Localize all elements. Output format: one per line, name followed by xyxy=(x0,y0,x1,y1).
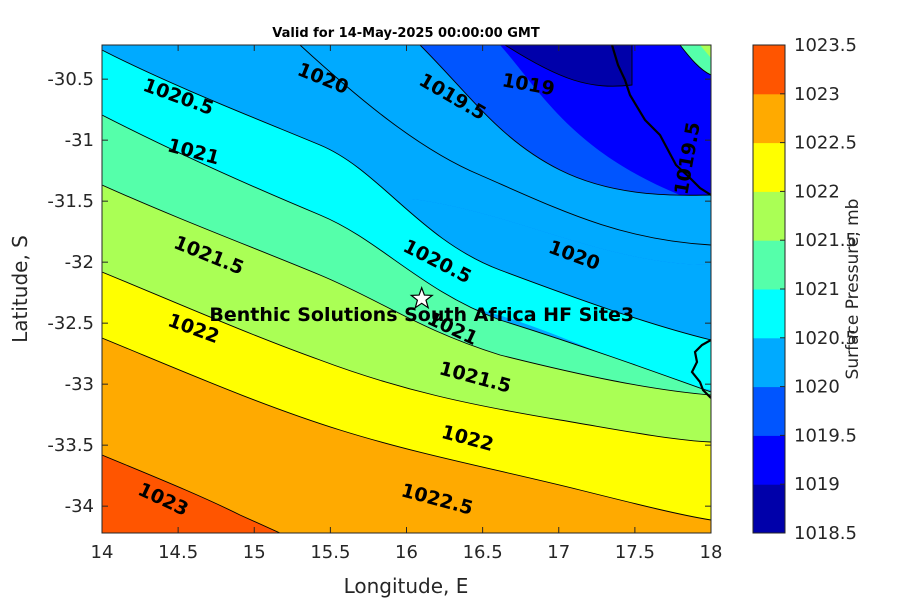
contour-1021 xyxy=(102,114,711,393)
x-tick-label: 15.5 xyxy=(310,542,350,563)
colorbar-tick-label: 1021.5 xyxy=(794,230,857,251)
colorbar-tick-label: 1020.5 xyxy=(794,328,857,349)
band-corner-ne-inner xyxy=(700,45,711,58)
y-tick-label: -33.5 xyxy=(47,435,94,456)
colorbar-swatch xyxy=(753,484,785,534)
band-1020-1020.5-mid xyxy=(102,45,711,265)
y-tick-label: -33 xyxy=(65,374,94,395)
y-tick-label: -30.5 xyxy=(47,69,94,90)
band-corner-ne xyxy=(680,45,711,75)
site-star-marker xyxy=(409,286,434,310)
colorbar: 1018.5 1019 1019.5 1020 1020.5 1021 1021.5 1022… xyxy=(752,35,857,544)
y-tick-label: -31 xyxy=(65,130,94,151)
chart-title: Valid for 14-May-2025 00:00:00 GMT xyxy=(272,26,540,41)
colorbar-swatch xyxy=(753,142,785,192)
y-axis-title: Latitude, S xyxy=(8,235,32,343)
contour-1023 xyxy=(102,454,281,533)
colorbar-tick-label: 1023 xyxy=(794,84,840,105)
colorbar-swatch xyxy=(753,240,785,290)
colorbar-swatch xyxy=(753,289,785,339)
colorbar-tick-label: 1019 xyxy=(794,474,840,495)
x-tick-label: 14.5 xyxy=(158,542,198,563)
colorbar-tick-label: 1020 xyxy=(794,377,840,398)
colorbar-title: Surface Pressure, mb xyxy=(843,199,863,380)
x-tick-label: 17 xyxy=(547,542,570,563)
x-axis-title: Longitude, E xyxy=(344,574,469,598)
colorbar-tick-label: 1022 xyxy=(794,181,840,202)
colorbar-tick-label: 1022.5 xyxy=(794,133,857,154)
band-1020.5-1021 xyxy=(102,50,711,390)
band-1022.5-1023 xyxy=(102,338,711,533)
x-tick-label: 17.5 xyxy=(615,542,655,563)
x-tick-label: 16.5 xyxy=(463,542,503,563)
colorbar-swatch xyxy=(753,191,785,241)
band-1023-1023.5 xyxy=(102,455,280,533)
colorbar-swatch xyxy=(753,386,785,436)
contour-1022 xyxy=(102,271,711,443)
colorbar-tick-label: 1021 xyxy=(794,279,840,300)
x-axis: 14 14.5 15 15.5 16 16.5 17 17.5 18 xyxy=(91,45,723,563)
colorbar-swatch xyxy=(753,337,785,388)
x-tick-label: 14 xyxy=(91,542,114,563)
band-1018.5-1019 xyxy=(505,45,632,87)
colorbar-swatch xyxy=(753,435,785,485)
colorbar-tick-label: 1018.5 xyxy=(794,523,857,544)
contour-1022.5 xyxy=(102,337,711,521)
x-tick-label: 16 xyxy=(395,542,418,563)
y-tick-label: -32 xyxy=(65,252,94,273)
y-tick-label: -31.5 xyxy=(47,191,94,212)
coastline-north xyxy=(610,45,711,196)
contour-1020.5 xyxy=(102,49,711,341)
contour-1019.5 xyxy=(419,45,711,196)
site-layer: Benthic Solutions South Africa HF Site3 xyxy=(209,286,634,326)
site-label: Benthic Solutions South Africa HF Site3 xyxy=(209,304,634,326)
contour-bands xyxy=(102,45,711,533)
contour-lines xyxy=(102,45,711,533)
contour-1020 xyxy=(299,45,711,246)
y-tick-label: -32.5 xyxy=(47,313,94,334)
colorbar-swatch xyxy=(753,93,785,144)
contour-1021.5 xyxy=(102,184,711,396)
colorbar-swatch xyxy=(753,45,785,95)
x-tick-label: 18 xyxy=(700,542,723,563)
colorbar-tick-label: 1019.5 xyxy=(794,425,857,446)
y-tick-label: -34 xyxy=(65,496,94,517)
x-tick-label: 15 xyxy=(243,542,266,563)
coastline-cape xyxy=(690,339,711,399)
colorbar-tick-label: 1023.5 xyxy=(794,35,857,56)
band-1019-1019.5 xyxy=(420,45,711,195)
y-axis: -30.5 -31 -31.5 -32 -32.5 -33 -33.5 -34 xyxy=(47,69,711,517)
coastline xyxy=(610,45,711,399)
contour-ne xyxy=(679,45,711,76)
